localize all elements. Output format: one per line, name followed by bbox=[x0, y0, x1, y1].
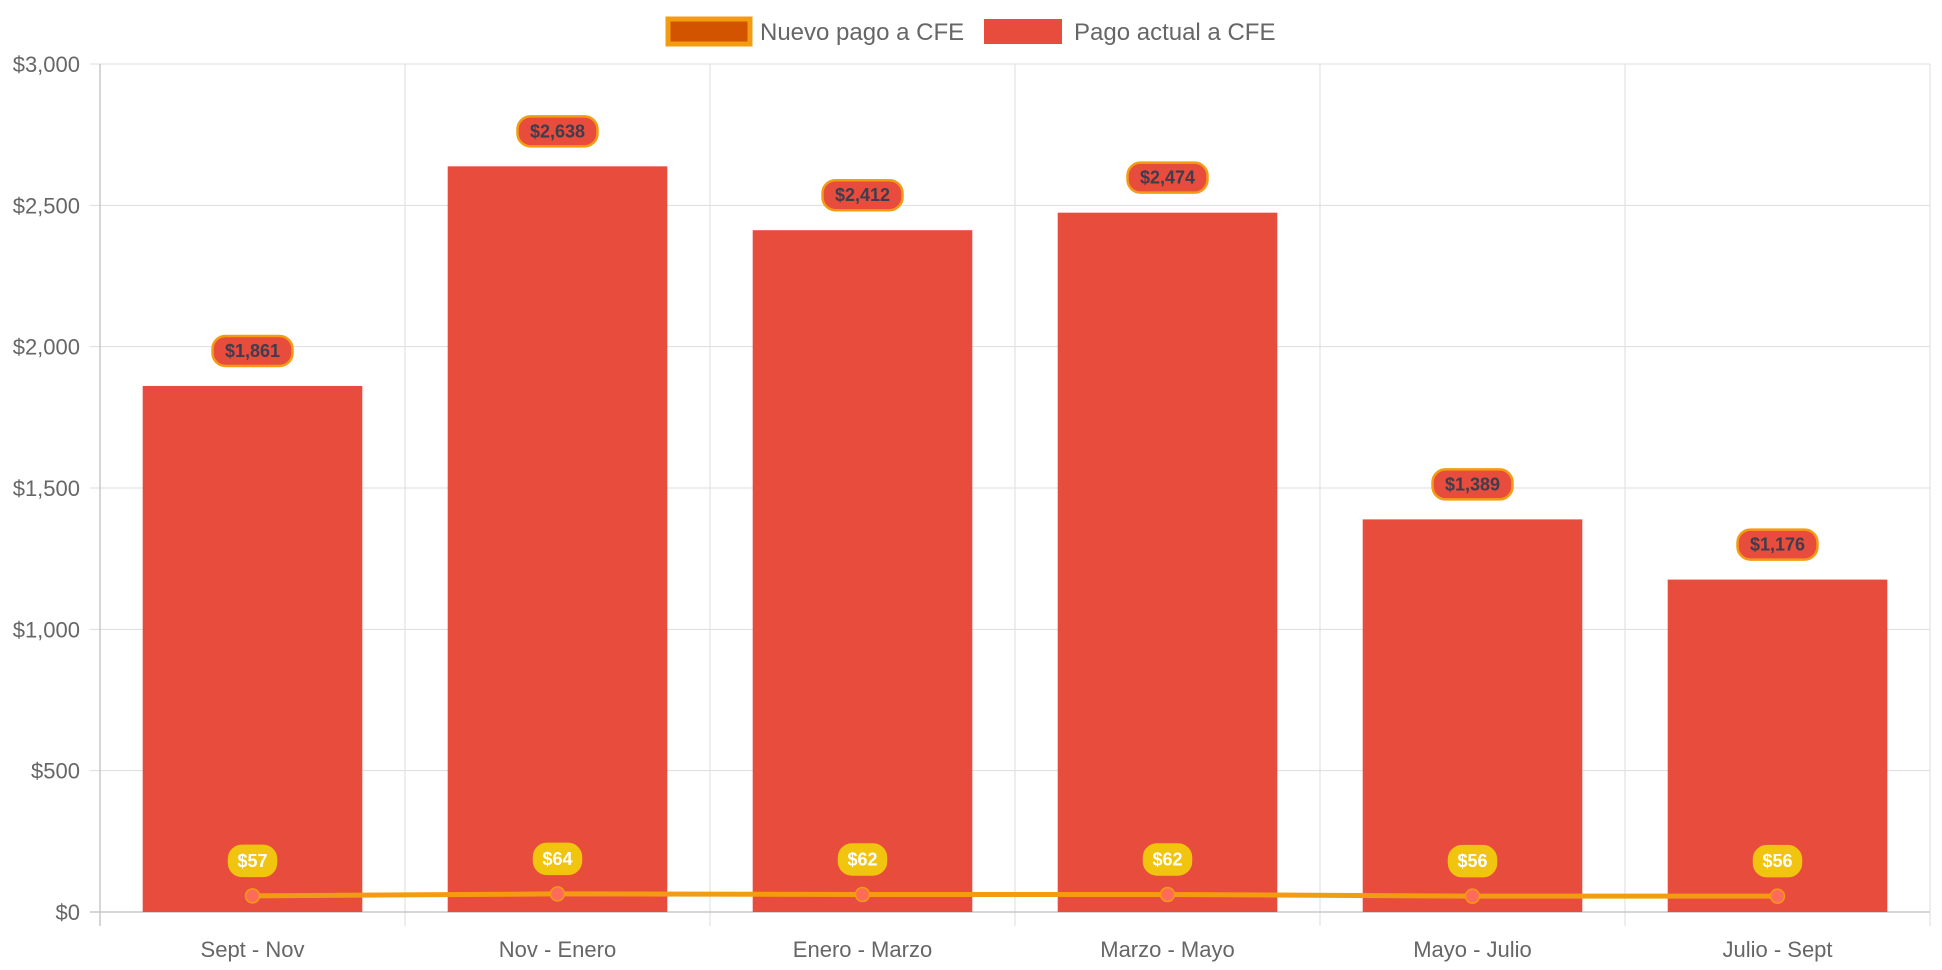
line-series bbox=[244, 886, 1786, 904]
line-value-label-bg bbox=[1752, 844, 1803, 878]
bar-series bbox=[142, 166, 1888, 913]
data-labels: $1,861 $2,638 $2,412 $2,474 $1,389 $1,176 $57 $… bbox=[211, 115, 1819, 878]
y-tick-label: $0 bbox=[56, 900, 80, 925]
bar-value-label-bg bbox=[211, 334, 294, 368]
bar-value-label: $1,861 bbox=[225, 341, 280, 361]
bar bbox=[447, 166, 668, 913]
y-axis: $0 $500 $1,000 $1,500 $2,000 $2,500 $3,000 bbox=[13, 52, 80, 925]
y-tick-label: $1,000 bbox=[13, 617, 80, 642]
x-tick-label: Sept - Nov bbox=[201, 937, 305, 962]
bar-value-label: $2,638 bbox=[530, 121, 585, 141]
line-value-label-bg bbox=[1142, 843, 1193, 876]
line-point bbox=[854, 886, 871, 903]
y-tick-label: $1,500 bbox=[13, 476, 80, 501]
legend-item-pago-actual[interactable]: Pago actual a CFE bbox=[984, 19, 1275, 46]
x-tick-label: Marzo - Mayo bbox=[1100, 937, 1234, 962]
bar-value-label: $1,176 bbox=[1750, 535, 1805, 555]
y-tick-label: $500 bbox=[31, 759, 80, 784]
bar bbox=[1057, 212, 1278, 912]
legend-item-nuevo[interactable]: Nuevo pago a CFE bbox=[665, 16, 964, 47]
legend-swatch-pago-actual bbox=[984, 19, 1062, 44]
line-value-label-bg bbox=[227, 844, 278, 878]
legend-label-nuevo: Nuevo pago a CFE bbox=[760, 19, 964, 46]
legend-label-pago-actual: Pago actual a CFE bbox=[1074, 19, 1275, 46]
line-value-label: $62 bbox=[847, 849, 877, 869]
x-axis: Sept - Nov Nov - Enero Enero - Marzo Marzo … bbox=[90, 64, 1930, 962]
line-value-label: $56 bbox=[1762, 851, 1792, 871]
x-tick-label: Enero - Marzo bbox=[793, 937, 932, 962]
y-tick-label: $2,000 bbox=[13, 335, 80, 360]
bar-value-label-bg bbox=[1431, 468, 1514, 501]
x-tick-label: Nov - Enero bbox=[499, 937, 616, 962]
bar bbox=[752, 230, 973, 912]
line-point bbox=[244, 888, 261, 904]
bar-value-label-bg bbox=[1126, 161, 1209, 194]
line-value-label: $62 bbox=[1152, 849, 1182, 869]
bar bbox=[142, 385, 363, 912]
bar-value-label: $1,389 bbox=[1445, 474, 1500, 494]
bar-value-label: $2,412 bbox=[835, 185, 890, 205]
line-value-label: $56 bbox=[1457, 851, 1487, 871]
x-tick-label: Mayo - Julio bbox=[1413, 937, 1532, 962]
line-path bbox=[252, 891, 1778, 899]
line-point bbox=[1769, 888, 1786, 904]
line-value-label: $64 bbox=[542, 849, 572, 869]
line-point bbox=[549, 886, 566, 902]
x-tick-label: Julio - Sept bbox=[1722, 937, 1832, 962]
legend: Nuevo pago a CFE Pago actual a CFE bbox=[665, 16, 1275, 47]
grid-lines bbox=[90, 63, 1931, 926]
line-point bbox=[1464, 888, 1481, 904]
legend-swatch-nuevo bbox=[665, 16, 753, 47]
line-value-label-bg bbox=[837, 843, 888, 876]
y-tick-label: $3,000 bbox=[13, 52, 80, 77]
line-value-label-bg bbox=[1447, 844, 1498, 878]
bar-value-label-bg bbox=[821, 178, 904, 212]
line-point bbox=[1159, 886, 1176, 903]
line-value-label-bg bbox=[532, 842, 583, 876]
line-value-label: $57 bbox=[237, 851, 267, 871]
bar-value-label-bg bbox=[1736, 528, 1819, 561]
y-tick-label: $2,500 bbox=[13, 193, 80, 218]
bar-value-label-bg bbox=[516, 115, 599, 148]
bar-value-label: $2,474 bbox=[1140, 168, 1195, 188]
